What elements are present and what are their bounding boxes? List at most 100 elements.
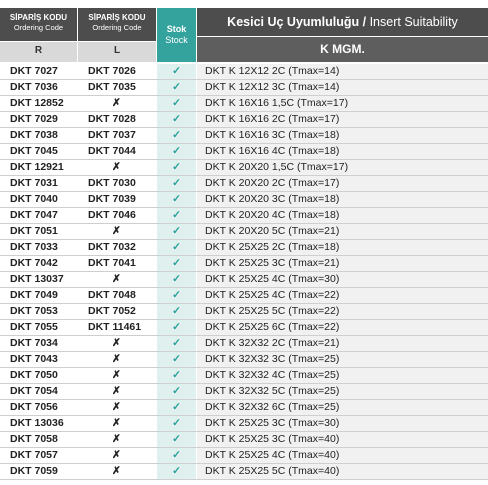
header-cell: SİPARİŞ KODU Ordering Code bbox=[78, 8, 156, 41]
table-cell: DKT K 16X16 4C (Tmax=18) bbox=[197, 144, 488, 159]
table-cell: DKT 12852 bbox=[0, 96, 77, 111]
table-row: DKT 13036 ✗ ✓ DKT K 25X25 3C (Tmax=30) bbox=[0, 416, 488, 432]
table-cell: ✓ bbox=[157, 384, 196, 399]
table-cell: DKT K 32X32 2C (Tmax=21) bbox=[197, 336, 488, 351]
header-subtitle: Insert Suitability bbox=[369, 15, 458, 29]
table-row: DKT 7059 ✗ ✓ DKT K 25X25 5C (Tmax=40) bbox=[0, 464, 488, 480]
table-cell: DKT 7035 bbox=[78, 80, 156, 95]
table-cell: DKT 7050 bbox=[0, 368, 77, 383]
header-cell: Kesici Uç Uyumluluğu / Insert Suitabilit… bbox=[197, 8, 488, 36]
table-cell: DKT K 25X25 3C (Tmax=21) bbox=[197, 256, 488, 271]
table-cell: ✓ bbox=[157, 352, 196, 367]
table-cell: ✓ bbox=[157, 96, 196, 111]
table-cell: DKT 7040 bbox=[0, 192, 77, 207]
table-cell: DKT 13036 bbox=[0, 416, 77, 431]
table-cell: DKT 7030 bbox=[78, 176, 156, 191]
table-cell: DKT K 25X25 5C (Tmax=40) bbox=[197, 464, 488, 479]
table-cell: DKT K 20X20 2C (Tmax=17) bbox=[197, 176, 488, 191]
table-row: DKT 7029 DKT 7028 ✓ DKT K 16X16 2C (Tmax=17… bbox=[0, 112, 488, 128]
table-cell: DKT 7043 bbox=[0, 352, 77, 367]
table-row: DKT 7057 ✗ ✓ DKT K 25X25 4C (Tmax=40) bbox=[0, 448, 488, 464]
table-row: DKT 7031 DKT 7030 ✓ DKT K 20X20 2C (Tmax=17… bbox=[0, 176, 488, 192]
table-cell: DKT K 25X25 4C (Tmax=40) bbox=[197, 448, 488, 463]
table-row: DKT 7033 DKT 7032 ✓ DKT K 25X25 2C (Tmax=18… bbox=[0, 240, 488, 256]
table-cell: ✗ bbox=[78, 96, 156, 111]
header-subtitle: Ordering Code bbox=[13, 23, 64, 32]
table-cell: DKT K 16X16 2C (Tmax=17) bbox=[197, 112, 488, 127]
table-cell: DKT 7054 bbox=[0, 384, 77, 399]
table-cell: ✓ bbox=[157, 256, 196, 271]
table-cell: ✗ bbox=[78, 416, 156, 431]
table-cell: DKT K 32X32 6C (Tmax=25) bbox=[197, 400, 488, 415]
table-cell: DKT 12921 bbox=[0, 160, 77, 175]
table-row: DKT 7038 DKT 7037 ✓ DKT K 16X16 3C (Tmax=18… bbox=[0, 128, 488, 144]
group-label: K MGM. bbox=[197, 37, 488, 62]
table-cell: ✓ bbox=[157, 80, 196, 95]
table-cell: ✗ bbox=[78, 368, 156, 383]
table-cell: ✓ bbox=[157, 224, 196, 239]
table-cell: DKT K 32X32 4C (Tmax=25) bbox=[197, 368, 488, 383]
table-row: DKT 7040 DKT 7039 ✓ DKT K 20X20 3C (Tmax=18… bbox=[0, 192, 488, 208]
table-cell: DKT K 20X20 5C (Tmax=21) bbox=[197, 224, 488, 239]
side-label: R bbox=[0, 42, 77, 62]
table-cell: ✓ bbox=[157, 128, 196, 143]
table-row: DKT 7056 ✗ ✓ DKT K 32X32 6C (Tmax=25) bbox=[0, 400, 488, 416]
table-cell: ✗ bbox=[78, 224, 156, 239]
table-cell: ✗ bbox=[78, 448, 156, 463]
table-cell: DKT K 20X20 4C (Tmax=18) bbox=[197, 208, 488, 223]
table-cell: DKT 7044 bbox=[78, 144, 156, 159]
table-cell: DKT 7033 bbox=[0, 240, 77, 255]
table-cell: DKT 7059 bbox=[0, 464, 77, 479]
table-cell: ✓ bbox=[157, 368, 196, 383]
table-cell: ✓ bbox=[157, 64, 196, 79]
table-row: DKT 7049 DKT 7048 ✓ DKT K 25X25 4C (Tmax=22… bbox=[0, 288, 488, 304]
table-row: DKT 7042 DKT 7041 ✓ DKT K 25X25 3C (Tmax=21… bbox=[0, 256, 488, 272]
table-cell: DKT 7042 bbox=[0, 256, 77, 271]
table-cell: DKT K 25X25 4C (Tmax=22) bbox=[197, 288, 488, 303]
header-subtitle: Ordering Code bbox=[92, 23, 142, 32]
table-cell: DKT K 20X20 3C (Tmax=18) bbox=[197, 192, 488, 207]
table-row: DKT 12852 ✗ ✓ DKT K 16X16 1,5C (Tmax=17) bbox=[0, 96, 488, 112]
table-cell: DKT K 25X25 3C (Tmax=40) bbox=[197, 432, 488, 447]
table-row: DKT 7055 DKT 11461 ✓ DKT K 25X25 6C (Tmax=2… bbox=[0, 320, 488, 336]
table-cell: DKT 7026 bbox=[78, 64, 156, 79]
table-cell: DKT 7052 bbox=[78, 304, 156, 319]
header-title: Kesici Uç Uyumluluğu / bbox=[227, 15, 367, 29]
table-cell: DKT 7051 bbox=[0, 224, 77, 239]
table-cell: ✓ bbox=[157, 288, 196, 303]
table-cell: DKT 7039 bbox=[78, 192, 156, 207]
table-cell: DKT 7055 bbox=[0, 320, 77, 335]
table-row: DKT 7051 ✗ ✓ DKT K 20X20 5C (Tmax=21) bbox=[0, 224, 488, 240]
table-cell: DKT K 25X25 4C (Tmax=30) bbox=[197, 272, 488, 287]
table-cell: DKT 7041 bbox=[78, 256, 156, 271]
header-subtitle: Stock bbox=[165, 35, 188, 45]
table-cell: DKT 7049 bbox=[0, 288, 77, 303]
table-cell: DKT 7029 bbox=[0, 112, 77, 127]
table-cell: ✓ bbox=[157, 192, 196, 207]
table-cell: ✓ bbox=[157, 176, 196, 191]
table-cell: DKT 7053 bbox=[0, 304, 77, 319]
table-cell: ✓ bbox=[157, 320, 196, 335]
table-cell: ✓ bbox=[157, 304, 196, 319]
table-cell: ✓ bbox=[157, 208, 196, 223]
table-cell: DKT 7031 bbox=[0, 176, 77, 191]
table-cell: ✓ bbox=[157, 464, 196, 479]
table-row: DKT 7058 ✗ ✓ DKT K 25X25 3C (Tmax=40) bbox=[0, 432, 488, 448]
table-row: DKT 13037 ✗ ✓ DKT K 25X25 4C (Tmax=30) bbox=[0, 272, 488, 288]
table-row: DKT 7043 ✗ ✓ DKT K 32X32 3C (Tmax=25) bbox=[0, 352, 488, 368]
table-cell: ✗ bbox=[78, 160, 156, 175]
table-cell: ✓ bbox=[157, 336, 196, 351]
table-cell: ✓ bbox=[157, 160, 196, 175]
table-cell: DKT 7032 bbox=[78, 240, 156, 255]
table-cell: DKT K 12X12 3C (Tmax=14) bbox=[197, 80, 488, 95]
table-cell: ✗ bbox=[78, 352, 156, 367]
table-cell: DKT 7028 bbox=[78, 112, 156, 127]
header-cell: SİPARİŞ KODU Ordering Code bbox=[0, 8, 77, 41]
table-row: DKT 7054 ✗ ✓ DKT K 32X32 5C (Tmax=25) bbox=[0, 384, 488, 400]
table-cell: ✓ bbox=[157, 240, 196, 255]
table-cell: ✗ bbox=[78, 464, 156, 479]
table-row: DKT 7036 DKT 7035 ✓ DKT K 12X12 3C (Tmax=14… bbox=[0, 80, 488, 96]
table-cell: ✗ bbox=[78, 384, 156, 399]
table-cell: ✗ bbox=[78, 432, 156, 447]
